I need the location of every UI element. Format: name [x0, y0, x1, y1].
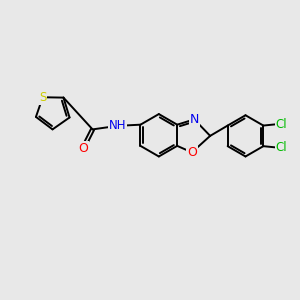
Text: S: S: [39, 91, 46, 104]
Text: Cl: Cl: [276, 118, 287, 130]
Text: Cl: Cl: [276, 141, 287, 154]
Text: NH: NH: [109, 119, 126, 132]
Text: O: O: [78, 142, 88, 155]
Text: N: N: [190, 113, 199, 126]
Text: O: O: [187, 146, 197, 159]
